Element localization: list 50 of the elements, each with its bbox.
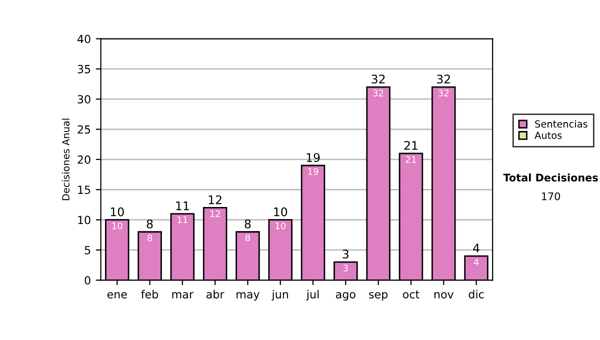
- x-tick-label: sep: [369, 292, 388, 301]
- x-tick-label: ago: [336, 292, 356, 301]
- y-tick-label: 25: [78, 125, 90, 134]
- x-tick-label: oct: [402, 290, 420, 298]
- data-label: 12: [210, 210, 220, 218]
- x-tick-label: abr: [206, 290, 224, 298]
- total-label: 8: [146, 219, 153, 228]
- data-label: 4: [474, 258, 479, 266]
- x-tick-label: mar: [172, 292, 194, 298]
- y-tick-label: 35: [78, 64, 90, 74]
- total-label: 10: [110, 207, 124, 216]
- y-tick-label: 30: [78, 95, 90, 104]
- legend-label: Sentencias: [535, 120, 588, 128]
- x-tick-label: may: [236, 292, 260, 301]
- x-tick-label: jul: [306, 290, 319, 301]
- data-label: 10: [112, 222, 122, 230]
- x-tick-label: dic: [468, 290, 484, 298]
- y-tick-label: 10: [78, 216, 90, 224]
- y-tick-label: 5: [84, 246, 90, 254]
- x-tick-label: nov: [434, 292, 454, 298]
- text: Total Decisiones: [503, 173, 598, 182]
- x-tick-label: ene: [107, 292, 127, 298]
- total-label: 11: [176, 202, 189, 210]
- data-label: 21: [406, 156, 416, 163]
- total-label: 32: [437, 74, 450, 84]
- total-label: 19: [306, 153, 320, 162]
- x-tick-label: jun: [272, 290, 288, 301]
- data-label: 8: [148, 234, 152, 242]
- data-label: 32: [438, 90, 448, 96]
- data-label: 10: [276, 222, 286, 230]
- y-tick-label: 0: [84, 276, 90, 285]
- y-axis-title: Decisiones Anual: [62, 118, 70, 200]
- total-label: 3: [342, 250, 348, 259]
- total-label: 4: [473, 244, 480, 252]
- total-label: 21: [404, 141, 418, 150]
- data-label: 8: [245, 234, 250, 242]
- x-tick-label: feb: [141, 290, 158, 298]
- data-label: 11: [178, 216, 188, 224]
- legend-label: Autos: [534, 132, 562, 139]
- data-label: 32: [373, 90, 384, 96]
- y-tick-label: 15: [78, 186, 90, 194]
- data-label: 19: [308, 168, 318, 175]
- total-label: 8: [244, 219, 251, 228]
- total-label: 12: [208, 195, 222, 204]
- total-label: 10: [274, 207, 288, 216]
- total-label: 32: [372, 74, 385, 84]
- y-tick-label: 40: [77, 34, 90, 44]
- data-label: 3: [343, 264, 348, 272]
- y-tick-label: 20: [78, 155, 90, 164]
- text: 170: [542, 192, 560, 200]
